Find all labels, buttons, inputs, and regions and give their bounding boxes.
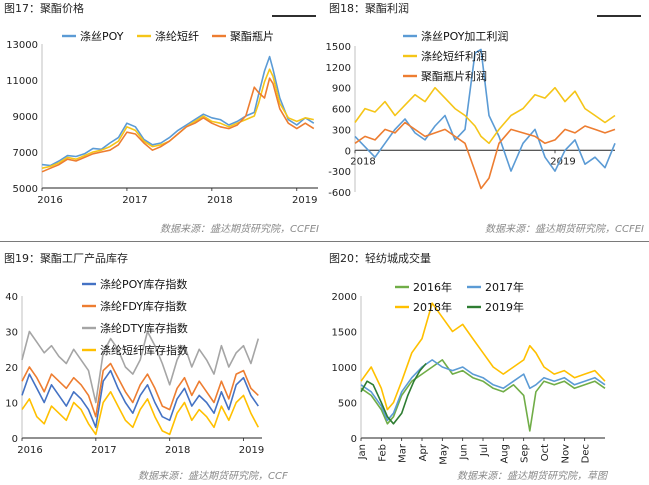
x-tick-label: 2016: [37, 195, 62, 206]
series-line: [354, 48, 616, 172]
x-tick-label: Mar: [398, 443, 409, 463]
line-chart-volume: 0 500 1000 1500 2000 Jan Feb Mar Apr May Jun Jul Aug…: [332, 280, 606, 465]
y-tick-label: 2000: [332, 292, 357, 303]
chart-title: 图18：聚酯利润: [329, 2, 409, 15]
x-tick-label: Jan: [357, 444, 368, 460]
y-tick-label: 5000: [13, 184, 38, 195]
y-tick-label: -300: [328, 167, 351, 178]
legend-label: 2019年: [485, 300, 524, 314]
x-tick-label: Aug: [499, 444, 510, 464]
source-note: 数据来源：盛达期货研究院，CCFEI: [485, 224, 644, 235]
chart-panel-20: 图20：轻纺城成交量 0 500 1000 1500 2000 Jan Feb Mar Apr M…: [325, 242, 649, 484]
title-underline: [272, 15, 316, 17]
y-tick-label: 0: [12, 434, 18, 445]
x-tick-label: Oct: [540, 444, 551, 461]
x-tick-label: Jun: [459, 444, 470, 461]
source-note: 数据来源：盛达期货研究院，CCF: [138, 471, 288, 482]
series-line: [360, 359, 606, 422]
chart-title: 图17：聚酯价格: [4, 2, 84, 15]
legend-label: 涤纶短纤利润: [421, 49, 487, 63]
y-tick-label: 9000: [13, 112, 38, 123]
y-tick-label: 0: [345, 146, 351, 157]
series-line: [21, 362, 259, 418]
legend-label: 2017年: [485, 280, 524, 294]
title-underline: [597, 15, 641, 17]
series-line: [21, 369, 259, 429]
y-tick-label: 500: [338, 399, 357, 410]
chart-title: 图19：聚酯工厂产品库存: [4, 252, 128, 265]
legend-label: 聚酯瓶片: [230, 29, 274, 43]
chart-panel-18: 图18：聚酯利润 -600 -300 0 300 600 900 1200 1500 2018 2…: [325, 0, 649, 242]
source-note: 数据来源：盛达期货研究院，草图: [457, 471, 607, 482]
x-tick-label: 2019: [292, 195, 317, 206]
series-line: [360, 302, 606, 411]
y-tick-label: 13000: [6, 40, 38, 51]
legend-label: 涤丝POY加工利润: [421, 29, 508, 43]
y-tick-label: 11000: [6, 76, 38, 87]
x-tick-label: 2018: [165, 445, 190, 456]
y-tick-label: 1000: [332, 363, 357, 374]
legend-label: 聚酯瓶片利润: [421, 69, 487, 83]
y-tick-label: 300: [332, 125, 351, 136]
y-tick-label: 1200: [326, 63, 351, 74]
series-line: [354, 86, 616, 145]
x-tick-label: 2019: [550, 156, 575, 167]
series-line: [360, 362, 427, 425]
row-divider: [0, 241, 649, 242]
x-tick-label: 2018: [207, 195, 232, 206]
x-tick-label: Dec: [581, 444, 592, 463]
y-tick-label: 0: [351, 434, 357, 445]
chart-panel-19: 图19：聚酯工厂产品库存 0 10 20 30 40 2016 2017 2018 2019 涤纶…: [0, 242, 325, 484]
legend-label: 涤纶FDY库存指数: [100, 299, 187, 313]
y-tick-label: 20: [5, 363, 18, 374]
legend-label: 2016年: [413, 280, 452, 294]
source-note: 数据来源：盛达期货研究院，CCFEI: [160, 224, 319, 235]
chart-panel-17: 图17：聚酯价格 5000 7000 9000 11000 13000 2016 2017 2…: [0, 0, 325, 242]
line-chart-prices: 5000 7000 9000 11000 13000 2016 2017 2018 2019 涤丝…: [6, 29, 318, 206]
x-tick-label: 2018: [350, 156, 375, 167]
y-tick-label: 10: [5, 399, 18, 410]
y-tick-label: -600: [328, 188, 351, 199]
legend-label: 涤纶短纤: [155, 29, 199, 43]
x-tick-label: 2019: [239, 445, 264, 456]
y-tick-label: 900: [332, 84, 351, 95]
y-tick-label: 40: [5, 292, 18, 303]
y-tick-label: 600: [332, 105, 351, 116]
y-tick-label: 30: [5, 328, 18, 339]
chart-title: 图20：轻纺城成交量: [329, 252, 431, 265]
line-chart-inventory: 0 10 20 30 40 2016 2017 2018 2019 涤纶POY库存指数涤纶FDY库…: [5, 277, 264, 456]
x-tick-label: Feb: [377, 444, 388, 462]
legend-label: 涤纶DTY库存指数: [100, 321, 188, 335]
x-tick-label: Jul: [479, 444, 490, 457]
x-tick-label: May: [438, 444, 449, 465]
x-tick-label: Nov: [560, 444, 571, 464]
series-line: [21, 391, 260, 436]
y-tick-label: 1500: [332, 328, 357, 339]
x-tick-label: Apr: [418, 443, 429, 461]
series-line: [21, 330, 260, 404]
y-tick-label: 7000: [13, 148, 38, 159]
x-tick-label: 2017: [122, 195, 147, 206]
y-tick-label: 1500: [326, 42, 351, 53]
legend-label: 涤纶POY库存指数: [100, 277, 187, 291]
series-line: [41, 55, 315, 167]
line-chart-profits: -600 -300 0 300 600 900 1200 1500 2018 2019 涤丝POY加…: [326, 29, 616, 199]
legend-label: 2018年: [413, 300, 452, 314]
series-line: [360, 359, 606, 432]
x-tick-label: Sep: [520, 444, 531, 463]
x-tick-label: 2017: [91, 445, 116, 456]
legend-label: 涤丝POY: [80, 29, 124, 43]
series-line: [354, 121, 616, 190]
x-tick-label: 2016: [17, 445, 42, 456]
legend-label: 涤纶短纤库存指数: [100, 343, 188, 357]
series-line: [41, 77, 315, 173]
